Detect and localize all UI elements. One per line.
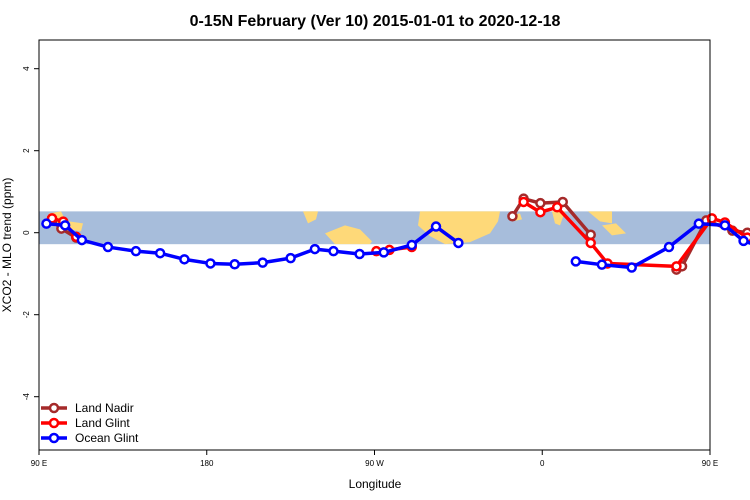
x-axis: 90 E 180 90 W 0 90 E <box>31 450 718 468</box>
data-point <box>551 202 563 213</box>
legend-label: Land Glint <box>75 416 130 430</box>
data-point <box>596 259 608 270</box>
land-region <box>69 221 83 232</box>
data-point <box>406 239 418 251</box>
data-point <box>738 235 749 247</box>
land-region <box>325 225 372 245</box>
data-point <box>430 221 442 232</box>
series-ocean-glint <box>41 218 750 273</box>
land-region <box>588 211 612 224</box>
data-point <box>76 234 88 246</box>
x-axis-label: Longitude <box>349 477 402 491</box>
data-point <box>663 241 675 253</box>
y-tick-label: 4 <box>22 66 31 71</box>
data-point <box>154 247 166 259</box>
data-point <box>41 218 52 229</box>
data-point <box>285 252 296 264</box>
data-point <box>535 206 546 218</box>
data-point <box>328 245 339 257</box>
y-axis: 4 2 0 -2 -4 <box>22 66 39 400</box>
data-point <box>309 243 321 255</box>
data-point <box>626 262 637 273</box>
legend-marker <box>48 432 60 444</box>
plot-background <box>39 211 710 245</box>
land-region <box>552 211 565 226</box>
data-point <box>518 196 529 208</box>
plot-frame <box>38 39 711 451</box>
data-point <box>671 261 682 272</box>
data-point <box>102 241 114 253</box>
y-tick-label: 0 <box>22 230 31 235</box>
data-point <box>179 254 190 265</box>
data-point <box>719 220 731 231</box>
data-point <box>229 259 240 270</box>
y-tick-label: -4 <box>22 393 31 401</box>
y-tick-label: 2 <box>22 148 31 153</box>
land-region <box>418 211 500 245</box>
land-region <box>602 223 626 236</box>
x-tick-label: 0 <box>540 459 545 468</box>
x-tick-label: 90 W <box>365 459 384 468</box>
legend-marker <box>48 417 60 429</box>
legend-label: Ocean Glint <box>75 431 139 445</box>
x-tick-label: 90 E <box>31 459 47 468</box>
data-point <box>535 197 546 209</box>
series-layer <box>41 193 750 275</box>
data-point <box>706 213 718 224</box>
x-tick-label: 180 <box>200 459 214 468</box>
data-point <box>507 211 518 222</box>
data-point <box>205 258 216 269</box>
y-tick-label: -2 <box>22 311 31 319</box>
series-line <box>575 221 750 270</box>
legend-label: Land Nadir <box>75 401 134 415</box>
land-region <box>303 211 318 224</box>
x-tick-label: 90 E <box>702 459 718 468</box>
y-axis-label: XCO2 - MLO trend (ppm) <box>0 178 14 313</box>
data-point <box>378 247 390 258</box>
data-point <box>354 248 365 260</box>
data-point <box>59 220 71 231</box>
data-point <box>570 256 582 267</box>
chart-title: 0-15N February (Ver 10) 2015-01-01 to 20… <box>190 13 561 30</box>
data-point <box>130 245 142 257</box>
legend-marker <box>48 402 60 414</box>
data-point <box>693 218 705 229</box>
data-point <box>585 237 596 249</box>
data-point <box>257 257 268 268</box>
data-point <box>453 237 464 249</box>
